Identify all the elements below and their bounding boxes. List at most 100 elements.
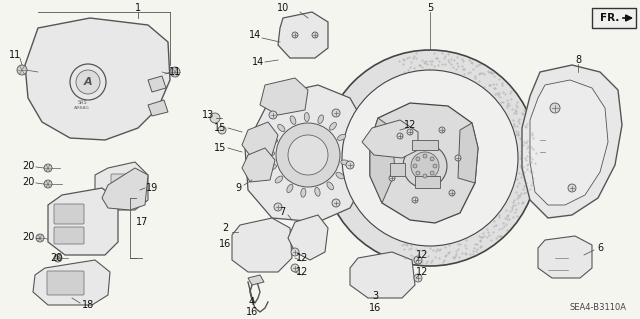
Circle shape	[389, 175, 395, 181]
Text: 16: 16	[219, 239, 231, 249]
Text: 4: 4	[249, 297, 255, 307]
Polygon shape	[232, 218, 292, 272]
Circle shape	[411, 152, 439, 180]
Circle shape	[312, 32, 318, 38]
Circle shape	[288, 135, 328, 175]
Text: SEA4-B3110A: SEA4-B3110A	[570, 303, 627, 313]
Text: 12: 12	[296, 253, 308, 263]
Polygon shape	[148, 100, 168, 116]
Text: SRS: SRS	[77, 100, 87, 105]
Text: 16: 16	[369, 303, 381, 313]
FancyBboxPatch shape	[592, 8, 636, 28]
Polygon shape	[248, 275, 264, 285]
Circle shape	[218, 126, 226, 134]
Circle shape	[568, 184, 576, 192]
Polygon shape	[278, 12, 328, 58]
Polygon shape	[412, 140, 438, 150]
Ellipse shape	[287, 184, 293, 193]
Text: 3: 3	[372, 291, 378, 301]
Circle shape	[346, 161, 354, 169]
Polygon shape	[242, 122, 278, 158]
Polygon shape	[242, 148, 275, 182]
Ellipse shape	[336, 172, 344, 179]
Text: 20: 20	[22, 177, 34, 187]
Circle shape	[449, 190, 455, 196]
Text: 12: 12	[296, 267, 308, 277]
Ellipse shape	[278, 124, 285, 132]
Ellipse shape	[290, 116, 296, 124]
Polygon shape	[260, 78, 308, 115]
Text: 10: 10	[277, 3, 289, 13]
Circle shape	[423, 174, 427, 178]
Text: 7: 7	[279, 207, 285, 217]
Polygon shape	[25, 18, 170, 140]
Ellipse shape	[330, 122, 337, 130]
Circle shape	[274, 203, 282, 211]
Polygon shape	[415, 176, 440, 188]
Polygon shape	[48, 188, 118, 255]
Circle shape	[416, 157, 420, 161]
Text: 19: 19	[146, 183, 158, 193]
Circle shape	[412, 197, 418, 203]
Circle shape	[414, 274, 422, 282]
Ellipse shape	[269, 137, 278, 143]
Polygon shape	[245, 85, 368, 222]
Ellipse shape	[301, 188, 306, 197]
Circle shape	[210, 113, 220, 123]
Circle shape	[276, 123, 340, 187]
Ellipse shape	[268, 165, 276, 170]
Circle shape	[17, 65, 27, 75]
Circle shape	[36, 234, 44, 242]
Circle shape	[54, 254, 62, 262]
Polygon shape	[538, 236, 592, 278]
Text: A: A	[84, 77, 92, 87]
Circle shape	[332, 109, 340, 117]
Text: 16: 16	[246, 307, 258, 317]
Polygon shape	[370, 118, 395, 203]
Circle shape	[403, 144, 447, 188]
Ellipse shape	[266, 151, 275, 156]
Text: 12: 12	[416, 250, 428, 260]
Text: 5: 5	[427, 3, 433, 13]
Text: FR.: FR.	[600, 13, 620, 23]
Circle shape	[332, 199, 340, 207]
FancyBboxPatch shape	[54, 204, 84, 224]
Text: 9: 9	[235, 183, 241, 193]
Polygon shape	[95, 162, 148, 210]
Polygon shape	[530, 80, 608, 205]
Text: AIRBAG: AIRBAG	[74, 106, 90, 110]
Circle shape	[413, 164, 417, 168]
Circle shape	[269, 111, 277, 119]
Ellipse shape	[304, 113, 309, 122]
Polygon shape	[458, 123, 478, 183]
Text: 18: 18	[82, 300, 94, 310]
Polygon shape	[370, 103, 478, 223]
Text: 20: 20	[50, 253, 62, 263]
Text: 15: 15	[214, 143, 226, 153]
Text: 15: 15	[214, 123, 226, 133]
Polygon shape	[288, 215, 328, 260]
Circle shape	[70, 64, 106, 100]
Polygon shape	[33, 260, 110, 305]
Circle shape	[407, 129, 413, 135]
Text: 13: 13	[202, 110, 214, 120]
Circle shape	[439, 127, 445, 133]
Circle shape	[291, 248, 299, 256]
Text: 2: 2	[222, 223, 228, 233]
Circle shape	[342, 70, 518, 246]
Ellipse shape	[275, 176, 283, 183]
Circle shape	[423, 154, 427, 158]
Circle shape	[455, 155, 461, 161]
FancyBboxPatch shape	[47, 271, 84, 295]
Polygon shape	[148, 76, 166, 92]
Polygon shape	[102, 168, 148, 210]
Polygon shape	[362, 120, 418, 158]
Circle shape	[433, 164, 437, 168]
Circle shape	[170, 67, 180, 77]
Circle shape	[397, 133, 403, 139]
Text: 17: 17	[136, 217, 148, 227]
FancyBboxPatch shape	[111, 174, 135, 190]
Circle shape	[44, 180, 52, 188]
FancyBboxPatch shape	[54, 227, 84, 244]
Circle shape	[430, 171, 434, 175]
